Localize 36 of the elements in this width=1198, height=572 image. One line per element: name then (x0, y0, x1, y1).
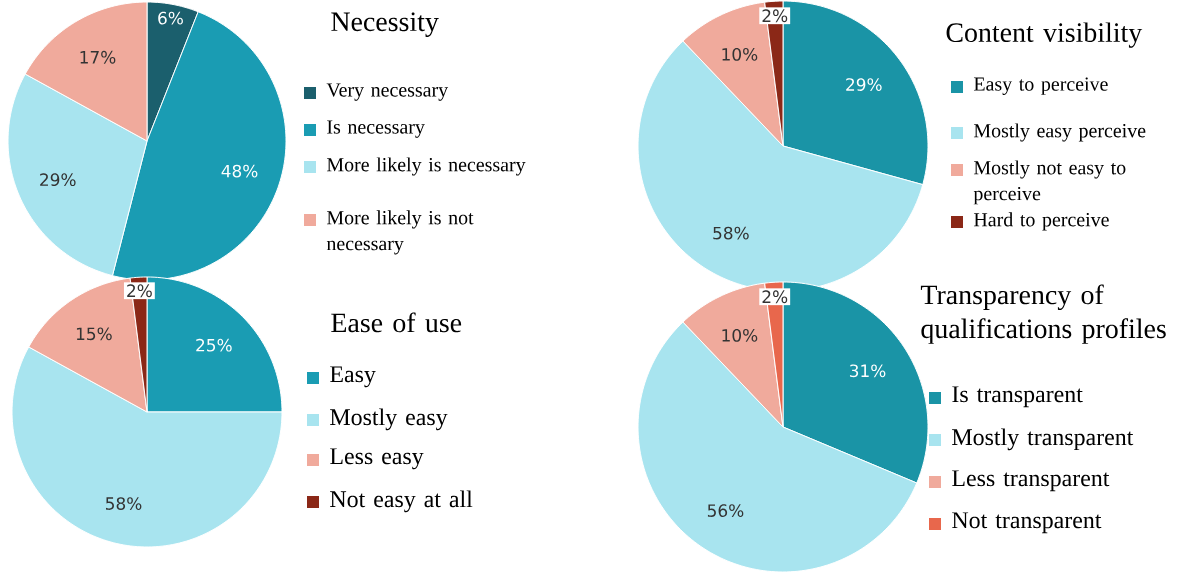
text: Transparency of qualifications profiles (920, 284, 1166, 344)
data-label: 48% (221, 164, 258, 178)
legend-label: Very necessary (326, 83, 449, 101)
chart-title: Necessity (331, 12, 439, 37)
legend-label: Mostly easy perceive (973, 123, 1146, 142)
data-label: 29% (846, 78, 882, 91)
data-label: 10% (722, 328, 758, 342)
legend-label: Less transparent (952, 470, 1110, 492)
data-label: 2% (762, 9, 788, 23)
data-label: 25% (196, 338, 232, 352)
legend-label: Easy to perceive (973, 77, 1108, 95)
data-label: 31% (849, 364, 886, 378)
data-label: 17% (80, 50, 116, 64)
legend-label: More likely is not necessary (326, 210, 474, 255)
data-label: 15% (76, 327, 112, 341)
legend-label: Not transparent (952, 512, 1102, 534)
data-label: 56% (707, 504, 744, 518)
legend-label: Mostly easy (330, 408, 448, 431)
data-label: 10% (722, 47, 758, 61)
legend-label: Mostly transparent (952, 428, 1134, 451)
legend-label: Hard to perceive (973, 212, 1109, 231)
legend-label: Mostly not easy to perceive (973, 160, 1126, 205)
legend-label: Easy (330, 366, 376, 388)
legend-label: Is necessary (327, 120, 425, 138)
legend-label: More likely is necessary (326, 157, 526, 176)
legend-label: Less easy (330, 448, 424, 470)
text: Content visibility (946, 22, 1143, 48)
legend-label: Is transparent (952, 386, 1083, 408)
data-label: 2% (762, 290, 788, 304)
data-label: 29% (40, 173, 76, 187)
data-label: 58% (106, 497, 142, 510)
legend-label: Not easy at all (330, 490, 473, 513)
data-label: 58% (713, 226, 749, 240)
data-label: 2% (127, 284, 152, 298)
text: Ease of use (331, 312, 462, 333)
data-label: 6% (158, 11, 183, 25)
